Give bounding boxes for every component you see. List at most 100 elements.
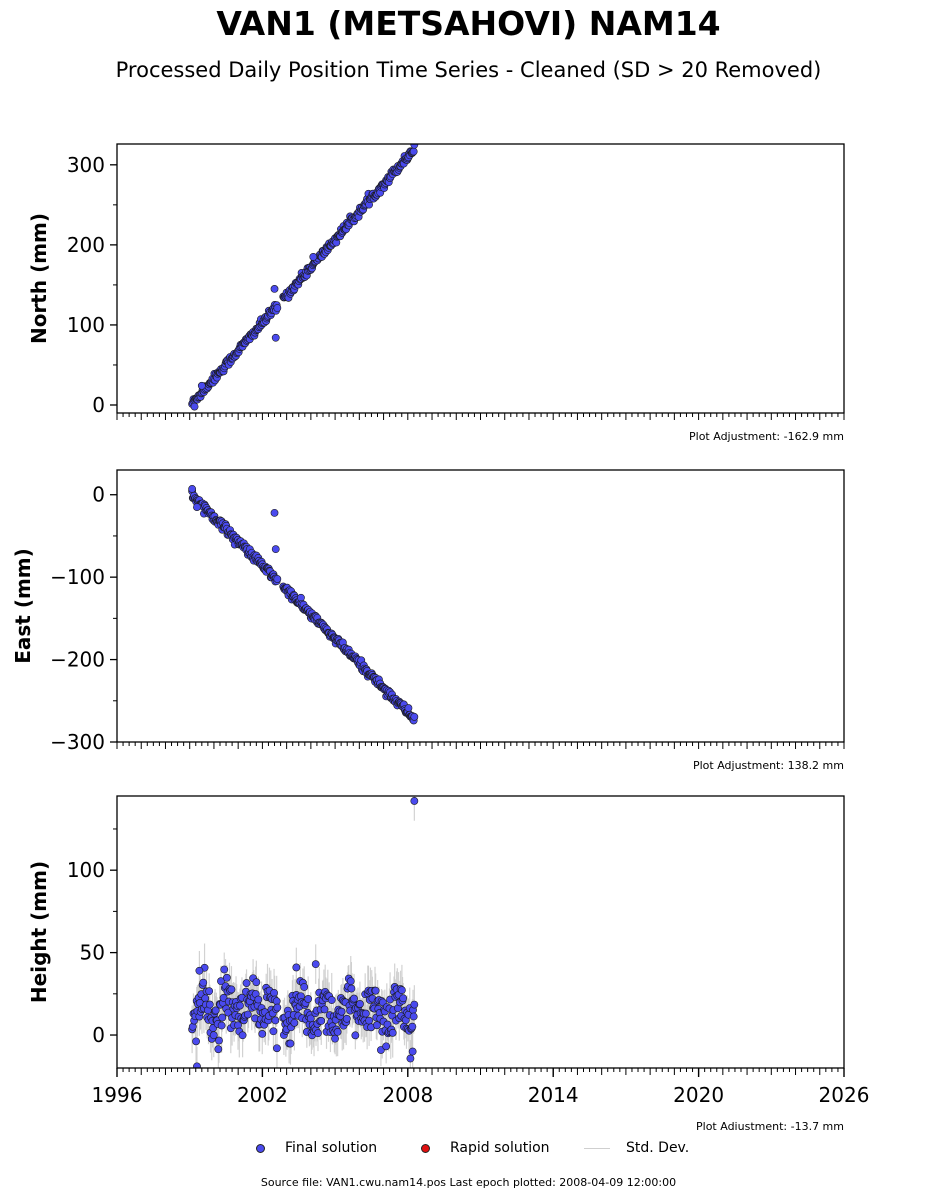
y-tick-label: −200 xyxy=(50,648,105,672)
data-point xyxy=(331,1034,339,1043)
panel-height: 0 50 100 1996 2002 2008 2014 2020 2026 Height (mm… xyxy=(27,795,870,1130)
data-point xyxy=(219,993,228,1002)
data-point xyxy=(205,1000,214,1009)
data-point xyxy=(252,978,261,987)
data-point xyxy=(236,1001,244,1010)
data-point xyxy=(215,1036,223,1045)
data-point xyxy=(193,1062,201,1068)
series-final-north xyxy=(188,144,419,411)
data-point xyxy=(337,1007,346,1016)
y-tick-label: 50 xyxy=(80,941,105,965)
y-axis-label: East (mm) xyxy=(11,548,35,664)
data-point xyxy=(197,381,206,390)
data-point xyxy=(410,712,419,721)
data-point xyxy=(211,1006,220,1015)
data-point xyxy=(286,1039,295,1048)
data-point xyxy=(406,1054,415,1063)
data-point xyxy=(217,1021,226,1030)
x-tick-label: 2014 xyxy=(528,1083,579,1107)
std-dev-line-icon xyxy=(584,1147,610,1149)
data-point xyxy=(342,1014,351,1023)
legend-item-std: Std. Dev. xyxy=(584,1136,689,1160)
data-point xyxy=(273,1003,282,1012)
rapid-solution-marker-icon xyxy=(421,1143,430,1153)
data-point xyxy=(270,508,279,517)
data-point xyxy=(209,1031,218,1040)
data-point xyxy=(190,402,199,411)
data-point xyxy=(238,1031,247,1040)
legend: Final solution Rapid solution Std. Dev. xyxy=(0,1136,937,1160)
series-final-height xyxy=(188,796,419,1068)
plot-frame xyxy=(116,469,845,743)
legend-item-rapid: Rapid solution xyxy=(421,1136,550,1160)
data-point xyxy=(188,485,197,493)
data-point xyxy=(220,965,229,974)
data-point xyxy=(290,1018,299,1027)
data-point xyxy=(273,304,282,312)
data-point xyxy=(217,977,225,986)
data-point xyxy=(347,984,356,993)
data-point xyxy=(271,1016,280,1025)
data-point xyxy=(350,994,358,1003)
y-tick-label: −300 xyxy=(50,730,105,754)
data-point xyxy=(373,1021,381,1030)
chart-title: VAN1 (METSAHOVI) NAM14 xyxy=(216,4,721,43)
data-point xyxy=(300,983,309,991)
time-series-plots: 0 100 200 300 North (mm) Plot Adjustment: -16… xyxy=(11,143,870,1130)
data-point xyxy=(205,987,214,996)
legend-label-std: Std. Dev. xyxy=(626,1140,690,1156)
panel-north: 0 100 200 300 North (mm) Plot Adjustment: -16… xyxy=(27,143,845,443)
y-tick-label: 300 xyxy=(67,153,105,177)
data-point xyxy=(199,978,208,987)
data-point xyxy=(404,704,413,712)
data-point xyxy=(351,1031,360,1040)
data-point xyxy=(327,996,336,1004)
y-tick-label: −100 xyxy=(50,565,105,589)
x-tick-label: 1996 xyxy=(92,1083,143,1107)
data-point xyxy=(273,575,282,583)
data-point xyxy=(309,252,318,261)
y-tick-label: 0 xyxy=(92,393,105,417)
data-point xyxy=(193,503,201,511)
y-axis-label: Height (mm) xyxy=(27,861,51,1003)
data-point xyxy=(388,1028,397,1037)
data-point xyxy=(365,1016,374,1025)
x-tick-label: 2002 xyxy=(237,1083,288,1107)
data-point xyxy=(399,994,408,1003)
data-point xyxy=(361,1009,370,1018)
y-tick-label: 100 xyxy=(67,858,105,882)
final-solution-marker-icon xyxy=(256,1143,265,1153)
data-point xyxy=(269,1027,278,1036)
data-point xyxy=(410,144,419,149)
data-point xyxy=(356,1000,364,1008)
series-final-east xyxy=(188,485,419,725)
plot-adjustment-label: Plot Adjustment: -162.9 mm xyxy=(689,430,844,443)
legend-item-final: Final solution xyxy=(256,1136,377,1160)
data-point xyxy=(242,979,251,987)
y-tick-label: 100 xyxy=(67,313,105,337)
data-point xyxy=(258,1030,267,1038)
plot-adjustment-label: Plot Adjustment: -13.7 mm xyxy=(696,1120,844,1130)
x-tick-label: 2008 xyxy=(382,1083,433,1107)
x-tick-label: 2026 xyxy=(819,1083,870,1107)
y-tick-label: 0 xyxy=(92,1023,105,1047)
data-point xyxy=(304,995,313,1003)
data-point xyxy=(243,1010,252,1019)
data-point xyxy=(333,1028,342,1036)
data-point xyxy=(214,1045,223,1054)
y-tick-label: 200 xyxy=(67,233,105,257)
data-point xyxy=(397,986,406,995)
data-point xyxy=(346,977,355,986)
data-point xyxy=(271,545,280,554)
plot-adjustment-label: Plot Adjustment: 138.2 mm xyxy=(693,759,844,772)
y-axis-label: North (mm) xyxy=(27,213,51,344)
panel-east: 0 −100 −200 −300 East (mm) Plot Adjustment: 1… xyxy=(11,469,845,772)
data-point xyxy=(273,1044,281,1053)
data-point xyxy=(270,988,278,997)
data-point xyxy=(311,960,320,969)
data-point xyxy=(195,966,204,975)
data-point xyxy=(409,147,418,156)
data-point xyxy=(222,973,231,982)
data-point xyxy=(317,1017,326,1025)
data-point xyxy=(224,1008,233,1017)
